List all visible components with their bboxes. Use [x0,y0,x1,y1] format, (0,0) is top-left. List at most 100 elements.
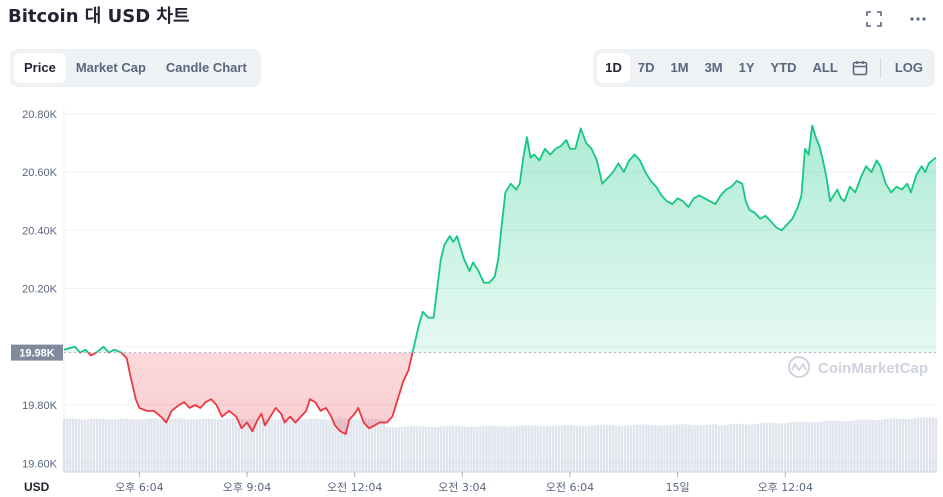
volume-bar [636,424,639,472]
volume-bar [765,422,769,472]
range-ytd[interactable]: YTD [770,60,797,75]
volume-bar [433,427,437,472]
volume-bar [681,424,684,472]
volume-bar [799,421,802,472]
range-all[interactable]: ALL [812,60,838,75]
volume-bar [931,417,935,472]
volume-bar [120,418,123,472]
volume-bar [928,417,932,472]
more-dots-icon[interactable] [907,10,929,28]
volume-bar [808,422,811,472]
coinmarketcap-logo-icon [788,356,810,378]
area-below-baseline [88,352,413,435]
volume-bar [877,420,880,472]
volume-bar [811,422,814,472]
volume-bars [62,417,938,472]
volume-bar [539,425,542,472]
volume-bar [86,419,90,472]
volume-bar [373,418,376,472]
volume-bar [904,419,908,472]
volume-bar [666,425,669,472]
volume-bar [307,418,310,472]
volume-bar [225,418,229,472]
range-1y[interactable]: 1Y [738,60,755,75]
volume-bar [105,419,108,472]
expand-icon[interactable] [863,10,885,28]
range-3m[interactable]: 3M [704,60,723,75]
y-tick-label: 19.60K [22,458,58,470]
chart-type-tabs: Price Market Cap Candle Chart [10,49,261,87]
x-tick-label: 오전 12:04 [327,481,382,494]
volume-bar [144,418,147,472]
x-tick-label: 오후 9:04 [223,481,271,494]
calendar-icon[interactable] [846,53,874,83]
volume-bar [907,419,911,472]
volume-bar [482,425,485,472]
volume-bar [714,423,717,472]
tab-market-cap[interactable]: Market Cap [75,60,146,75]
volume-bar [476,426,479,472]
volume-bar [485,425,488,472]
volume-bar [274,419,277,472]
range-1d[interactable]: 1D [597,53,630,83]
volume-bar [693,425,696,472]
log-toggle[interactable]: LOG [894,60,923,75]
volume-bar [536,425,539,472]
volume-bar [379,419,383,472]
volume-bar [832,420,835,472]
volume-bar [557,425,561,472]
volume-bar [898,418,901,472]
volume-bar [711,424,714,472]
y-tick-label: 20.20K [22,284,58,296]
volume-bar [753,424,757,472]
volume-bar [895,418,898,472]
volume-bar [735,423,739,472]
volume-bar [575,425,579,472]
volume-bar [277,419,280,472]
volume-bar [95,418,99,472]
volume-bar [587,425,591,472]
volume-bar [337,418,340,472]
volume-bar [252,418,256,472]
volume-bar [147,418,150,472]
volume-bar [868,419,871,472]
volume-bar [690,424,693,472]
volume-bar [156,418,159,472]
volume-bar [114,419,117,472]
tab-price[interactable]: Price [14,53,66,83]
volume-bar [406,426,410,472]
header-actions [863,10,929,28]
volume-bar [768,422,772,472]
volume-bar [922,417,926,472]
volume-bar [708,424,711,472]
x-tick-label: 오전 6:04 [546,481,594,494]
volume-bar [207,418,211,472]
volume-bar [204,418,208,472]
volume-bar [720,425,723,472]
volume-bar [111,419,114,472]
range-1m[interactable]: 1M [670,60,689,75]
volume-bar [726,424,730,472]
currency-label: USD [24,480,50,494]
x-tick-label: 오후 12:04 [758,481,813,494]
volume-bar [334,418,337,472]
volume-bar [871,420,874,472]
volume-bar [886,418,889,472]
volume-bar [699,425,702,472]
volume-bar [608,424,612,472]
baseline-label-text: 19.98K [19,348,55,360]
volume-bar [786,422,790,472]
volume-bar [823,421,826,472]
volume-bar [71,418,75,472]
volume-bar [542,426,545,472]
volume-bar [602,424,606,472]
volume-bar [270,419,274,472]
volume-bar [364,418,367,472]
volume-bar [346,418,349,472]
volume-bar [687,424,690,472]
volume-bar [738,423,742,472]
tab-candle-chart[interactable]: Candle Chart [165,60,247,75]
watermark-text: CoinMarketCap [818,360,928,377]
range-7d[interactable]: 7D [637,60,655,75]
volume-bar [865,419,868,472]
